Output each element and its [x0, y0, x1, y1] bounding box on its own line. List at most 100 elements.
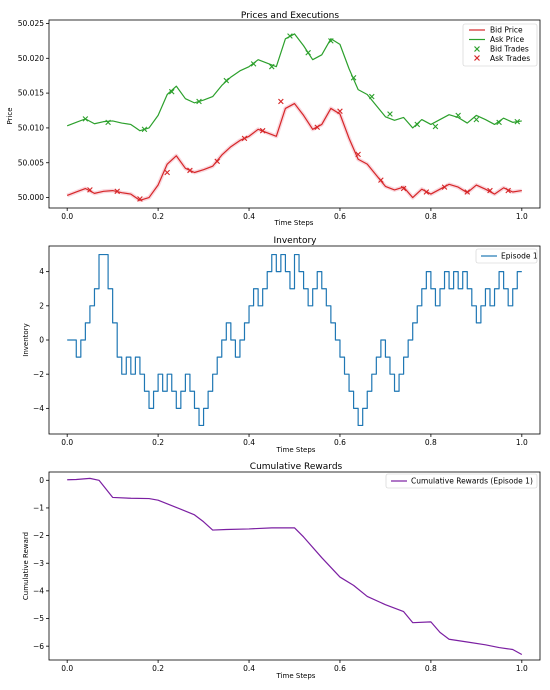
y-tick-label: −4 — [33, 586, 44, 595]
legend-episode-1-label: Episode 1 — [501, 252, 538, 261]
ask-trades-marker — [87, 187, 93, 193]
episode-1-line — [67, 253, 522, 427]
ask-trades-marker — [114, 188, 120, 195]
prices-legend: Bid Price Ask Price Bid Trades Ask Trade… — [462, 23, 538, 67]
y-tick-label: −5 — [33, 614, 44, 623]
x-tick-label: 0.6 — [334, 212, 346, 221]
legend-ask-trades-label: Ask Trades — [490, 54, 530, 63]
ask-trades-marker — [487, 187, 493, 194]
ask-trades-marker — [337, 108, 343, 115]
bid-trades-marker — [82, 116, 89, 122]
prices-tick-labels: 0.0 0.2 0.4 0.6 0.8 1.0 50.000 50.005 50.010 50.0… — [18, 19, 528, 221]
x-tick-label: 0.0 — [61, 438, 73, 447]
y-tick-label: −3 — [33, 559, 44, 568]
bid-trades-marker — [305, 49, 311, 56]
x-tick-label: 0.8 — [425, 438, 437, 447]
y-tick-label: 50.020 — [18, 54, 44, 63]
x-tick-label: 0.0 — [61, 212, 73, 221]
x-tick-label: 0.6 — [334, 438, 346, 447]
y-tick-label: 50.010 — [18, 124, 44, 133]
ask-trades-marker — [314, 124, 321, 131]
x-tick-label: 1.0 — [516, 212, 528, 221]
bid-trades-marker — [223, 77, 230, 84]
y-tick-label: 50.025 — [18, 19, 44, 28]
legend-ask-price-label: Ask Price — [490, 35, 524, 44]
bid-trades-marker — [514, 118, 521, 125]
legend-bid-trades-label: Bid Trades — [490, 45, 529, 54]
rewards-series-group — [67, 477, 523, 655]
ask-trades-marker — [164, 169, 170, 176]
rewards-title: Cumulative Rewards — [250, 462, 343, 472]
inventory-title: Inventory — [274, 236, 318, 246]
x-tick-label: 0.4 — [243, 664, 255, 673]
prices-series-group — [66, 33, 523, 203]
y-tick-label: 50.005 — [18, 158, 44, 167]
y-tick-label: 4 — [39, 267, 44, 276]
inventory-x-label: Time Steps — [276, 446, 316, 454]
bid-trades-marker — [105, 119, 111, 126]
legend-ask-trades-marker — [474, 55, 480, 61]
x-tick-label: 1.0 — [516, 438, 528, 447]
y-tick-label: −6 — [33, 642, 44, 651]
prices-panel: Prices and Executions 0.0 0.2 0.4 0.6 0.8 1.0… — [6, 11, 541, 227]
x-tick-label: 0.2 — [152, 664, 164, 673]
x-tick-label: 0.6 — [334, 664, 346, 673]
inventory-legend: Episode 1 — [475, 248, 538, 264]
ask-trades-marker — [464, 189, 471, 195]
inventory-tick-marks — [46, 271, 523, 437]
inventory-panel: Inventory 0.0 0.2 0.4 0.6 0.8 1.0 −4 −2 0 2 4 Time… — [22, 236, 541, 454]
bid-trades-marker — [141, 126, 148, 133]
ask-trades-marker — [378, 177, 384, 183]
ask-trades-marker — [241, 135, 248, 142]
y-tick-label: −1 — [33, 504, 44, 513]
y-tick-label: 50.000 — [18, 193, 44, 202]
rewards-plot-frame — [48, 471, 541, 661]
bid-trades-marker — [432, 123, 439, 130]
y-tick-label: −2 — [33, 531, 44, 540]
bid-trades-marker — [414, 121, 421, 128]
rewards-tick-labels: 0.0 0.2 0.4 0.6 0.8 1.0 −6 −5 −4 −3 −2 −1 0 — [33, 476, 528, 673]
ask-trades-marker — [278, 98, 284, 105]
inventory-series-group — [67, 253, 522, 427]
ask-trades-marker — [441, 184, 448, 190]
rewards-y-label: Cumulative Reward — [22, 532, 30, 600]
prices-tick-marks — [46, 23, 523, 211]
prices-plot-frame — [48, 19, 541, 209]
legend-cumulative-rewards-label: Cumulative Rewards (Episode 1) — [411, 477, 533, 486]
bid-trades-marker — [287, 33, 293, 39]
bid-trades-marker — [328, 38, 334, 44]
inventory-tick-labels: 0.0 0.2 0.4 0.6 0.8 1.0 −4 −2 0 2 4 — [33, 267, 528, 447]
ask-trades-marker — [259, 127, 266, 134]
rewards-tick-marks — [46, 479, 523, 663]
y-tick-label: 0 — [39, 336, 44, 345]
rewards-panel: Cumulative Rewards 0.0 0.2 0.4 0.6 0.8 1.0 −6 −… — [22, 462, 541, 680]
ask-trades-marker — [423, 189, 430, 195]
prices-legend-box — [462, 23, 538, 67]
bid-trades-marker — [168, 88, 175, 95]
bid-price-line — [66, 102, 522, 201]
y-tick-label: 2 — [39, 301, 44, 310]
x-tick-label: 1.0 — [516, 664, 528, 673]
x-tick-label: 0.2 — [152, 212, 164, 221]
ask-trades-marker — [355, 151, 361, 158]
y-tick-label: 0 — [39, 476, 44, 485]
bid-trades-marker — [250, 61, 257, 67]
ask-trades-marker — [137, 196, 143, 202]
prices-y-label: Price — [6, 107, 14, 124]
ask-trades-marker — [214, 158, 221, 165]
y-tick-label: −2 — [33, 370, 44, 379]
x-tick-label: 0.8 — [425, 212, 437, 221]
bid-trades-marker — [368, 93, 375, 100]
rewards-x-label: Time Steps — [276, 672, 316, 680]
rewards-legend-box — [385, 473, 538, 489]
legend-bid-price-label: Bid Price — [490, 26, 523, 35]
rewards-legend: Cumulative Rewards (Episode 1) — [385, 473, 538, 489]
ask-trades-marker — [187, 167, 193, 174]
prices-title: Prices and Executions — [241, 11, 339, 21]
x-tick-label: 0.0 — [61, 664, 73, 673]
bid-trades-marker — [496, 119, 502, 126]
bid-trades-marker — [455, 112, 461, 119]
bid-trades-marker — [387, 111, 393, 117]
bid-trades-marker — [350, 75, 357, 81]
